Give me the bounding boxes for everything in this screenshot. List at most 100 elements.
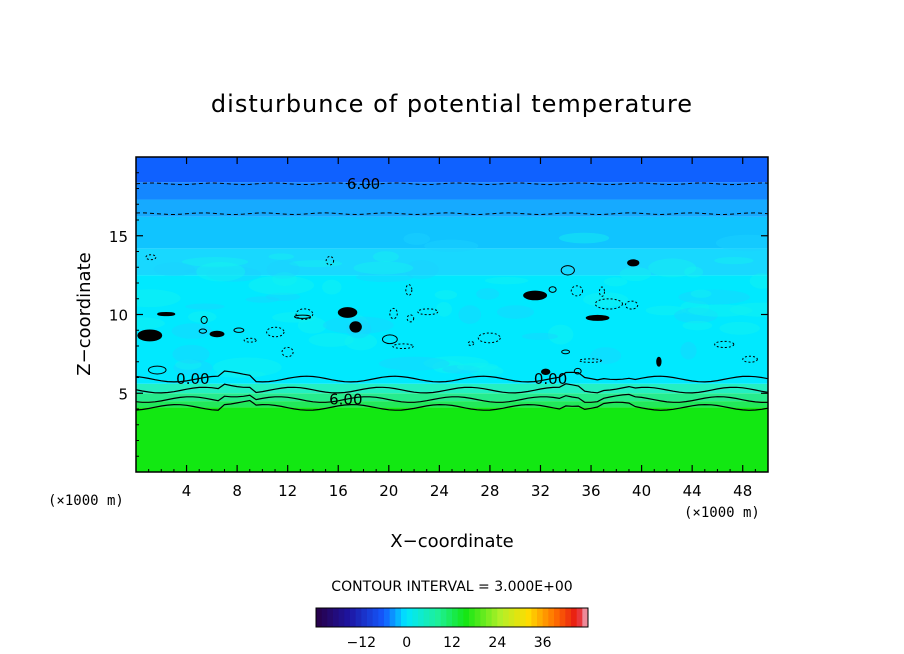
field-patch	[590, 347, 622, 365]
contour-cell	[294, 314, 311, 319]
field-patch	[719, 321, 760, 335]
field-patch	[424, 239, 479, 253]
field-patch	[289, 260, 343, 268]
field-patch	[268, 253, 294, 260]
contour-cell	[578, 358, 602, 363]
y-tick-label: 15	[109, 228, 128, 246]
field-patch	[214, 370, 266, 378]
contour-cell	[598, 286, 605, 297]
contour-cell	[523, 290, 548, 301]
contour-cell	[714, 340, 735, 349]
temperature-field	[136, 157, 768, 472]
contour-cell	[325, 255, 335, 266]
colorbar-tick-label: 12	[443, 635, 461, 651]
contour-cell	[627, 259, 640, 267]
contour-cell	[281, 346, 294, 358]
contour-cell	[381, 334, 398, 345]
contour-line	[136, 393, 768, 404]
contour-cell	[145, 254, 157, 261]
field-patch	[603, 277, 628, 287]
field-patch	[484, 277, 529, 285]
colorbar-cell	[542, 608, 549, 627]
field-patch	[434, 290, 458, 300]
colorbar-cell	[350, 608, 357, 627]
field-patch	[682, 320, 713, 331]
contour-cell	[295, 308, 314, 320]
contour-cell	[561, 349, 571, 355]
field-band	[136, 275, 768, 384]
colorbar-cell	[355, 608, 362, 627]
contour-cell	[624, 300, 639, 310]
colorbar-cell	[559, 608, 566, 627]
z-axis-title: Z−coordinate	[74, 252, 95, 375]
x-tick-label: 28	[480, 482, 499, 500]
chart-title: disturbunce of potential temperature	[211, 90, 693, 118]
contour-cell	[389, 307, 398, 320]
field-patch	[379, 356, 450, 371]
contour-cell	[656, 356, 662, 367]
colorbar-cell	[491, 608, 498, 627]
field-patch	[558, 232, 610, 244]
field-patch	[476, 288, 500, 300]
colorbar-cell	[531, 608, 538, 627]
colorbar-cell	[361, 608, 368, 627]
field-patch	[153, 262, 196, 277]
field-patch	[423, 356, 489, 371]
field-patch	[171, 323, 212, 339]
contour-cell	[594, 298, 623, 310]
field-patch	[272, 272, 297, 287]
field-patch	[690, 289, 712, 298]
field-patch	[181, 257, 249, 267]
colorbar-cell	[333, 608, 340, 627]
field-patch	[469, 365, 504, 377]
y-tick-label: 10	[109, 307, 128, 325]
colorbar-cell	[446, 608, 453, 627]
colorbar-cell	[508, 608, 515, 627]
field-patch	[266, 260, 300, 279]
colorbar-cell	[503, 608, 510, 627]
contour-label: 6.00	[329, 391, 362, 409]
x-tick-label: 4	[182, 482, 192, 500]
field-patch	[688, 304, 753, 317]
colorbar-cell	[435, 608, 442, 627]
field-patch	[547, 324, 574, 345]
colorbar-cell	[418, 608, 425, 627]
field-patch	[173, 359, 213, 376]
colorbar-cell	[423, 608, 430, 627]
colorbar-tick-label: 0	[402, 635, 411, 651]
colorbar-tick-label: 24	[488, 635, 506, 651]
field-patch	[403, 232, 431, 245]
contour-line	[136, 212, 768, 216]
colorbar-cell	[565, 608, 572, 627]
field-patch	[206, 266, 262, 282]
field-patch	[680, 300, 710, 315]
colorbar-cell	[395, 608, 402, 627]
field-patch	[322, 279, 342, 295]
colorbar-cell	[367, 608, 374, 627]
colorbar-cell	[321, 608, 328, 627]
field-patch	[344, 333, 378, 351]
contour-interval-label: CONTOUR INTERVAL = 3.000E+00	[331, 579, 572, 595]
field-band	[136, 157, 768, 183]
x-axis-title: X−coordinate	[390, 531, 513, 552]
field-patch	[372, 251, 399, 263]
colorbar-cell	[582, 608, 589, 627]
colorbar-cell	[463, 608, 470, 627]
field-patch	[496, 305, 535, 319]
x-tick-label: 32	[531, 482, 550, 500]
colorbar-cell	[452, 608, 459, 627]
field-patch	[715, 234, 768, 252]
field-patch	[714, 256, 754, 265]
field-patch	[403, 260, 439, 280]
field-patch	[456, 362, 499, 371]
contour-cell	[137, 329, 163, 342]
contour-cell	[540, 368, 551, 376]
field-patch	[297, 317, 327, 334]
colorbar-cell	[469, 608, 476, 627]
colorbar-tick-label: 36	[534, 635, 552, 651]
field-patch	[265, 292, 301, 301]
field-patch	[582, 292, 629, 307]
contour-cell	[548, 286, 557, 293]
colorbar-cell	[338, 608, 345, 627]
field-patch	[729, 302, 768, 317]
